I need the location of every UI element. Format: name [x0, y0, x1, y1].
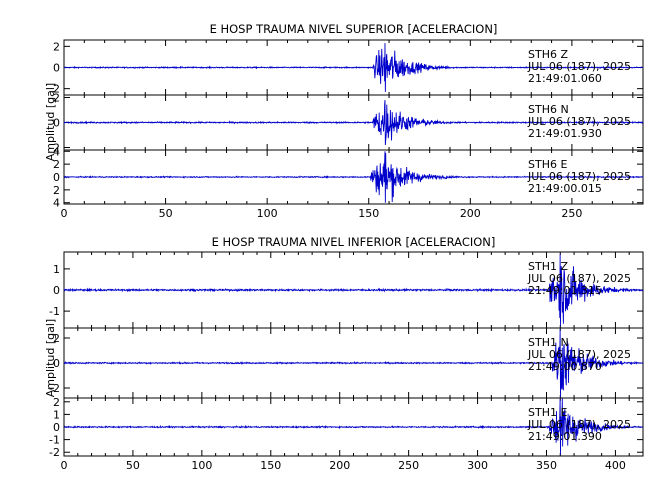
chart-title: E HOSP TRAUMA NIVEL SUPERIOR [ACELERACIO… [210, 22, 498, 36]
y-axis-label: Amplitud [gal] [44, 83, 57, 161]
station-annotation: STH6 E [528, 158, 567, 171]
station-annotation: JUL 06 (187), 2025 [527, 170, 631, 183]
station-annotation: STH1 Z [528, 260, 568, 273]
y-tick-label: 0 [53, 171, 60, 184]
y-axis-label: Amplitud [gal] [44, 319, 57, 397]
x-tick-label: 100 [257, 207, 278, 220]
chart-title: E HOSP TRAUMA NIVEL INFERIOR [ACELERACIO… [212, 235, 496, 249]
y-tick-label: -2 [49, 382, 60, 395]
x-tick-label: 0 [61, 459, 68, 472]
y-tick-label: 1 [53, 408, 60, 421]
station-annotation: 21:49:00.015 [528, 182, 602, 195]
y-tick-label: 2 [53, 92, 60, 105]
y-tick-label: 2 [53, 158, 60, 171]
x-tick-label: 150 [358, 207, 379, 220]
y-tick-label: 2 [53, 184, 60, 197]
y-tick-label: 0 [53, 357, 60, 370]
waveform-trace [63, 254, 644, 326]
station-annotation: JUL 06 (187), 2025 [527, 272, 631, 285]
station-annotation: JUL 06 (187), 2025 [527, 418, 631, 431]
waveform-trace [63, 329, 644, 397]
station-annotation: 21:49:01.930 [528, 127, 602, 140]
y-tick-label: 2 [53, 332, 60, 345]
station-annotation: JUL 06 (187), 2025 [527, 60, 631, 73]
waveform-trace [63, 43, 644, 92]
y-tick-label: 0 [53, 62, 60, 75]
y-tick-label: -1 [49, 434, 60, 447]
station-annotation: 21:49:01.060 [528, 72, 602, 85]
station-annotation: JUL 06 (187), 2025 [527, 348, 631, 361]
y-tick-label: 4 [53, 197, 60, 210]
station-annotation: STH6 N [528, 103, 569, 116]
x-tick-label: 250 [398, 459, 419, 472]
y-tick-label: 2 [53, 40, 60, 53]
x-tick-label: 200 [460, 207, 481, 220]
y-tick-label: 2 [53, 396, 60, 409]
y-tick-label: 0 [53, 117, 60, 130]
waveform-trace [63, 398, 644, 455]
x-tick-label: 150 [260, 459, 281, 472]
y-tick-label: 4 [53, 145, 60, 158]
y-tick-label: -1 [49, 305, 60, 318]
waveform-trace [63, 151, 644, 203]
station-annotation: STH1 N [528, 336, 569, 349]
figure-superior: E HOSP TRAUMA NIVEL SUPERIOR [ACELERACIO… [44, 22, 644, 220]
x-tick-label: 350 [536, 459, 557, 472]
y-tick-label: 2 [53, 142, 60, 155]
station-annotation: STH6 Z [528, 48, 568, 61]
y-tick-label: 0 [53, 421, 60, 434]
x-tick-label: 400 [605, 459, 626, 472]
station-annotation: 21:49:01.315 [528, 284, 602, 297]
x-tick-label: 0 [61, 207, 68, 220]
station-annotation: 21:49:01.390 [528, 430, 602, 443]
x-tick-label: 250 [561, 207, 582, 220]
y-tick-label: 1 [53, 263, 60, 276]
waveform-trace [63, 99, 644, 146]
x-tick-label: 50 [126, 459, 140, 472]
station-annotation: 21:49:00.870 [528, 360, 602, 373]
station-annotation: STH1 E [528, 406, 567, 419]
y-tick-label: -2 [49, 446, 60, 459]
x-tick-label: 50 [159, 207, 173, 220]
y-tick-label: 2 [53, 83, 60, 96]
figure-inferior: E HOSP TRAUMA NIVEL INFERIOR [ACELERACIO… [44, 235, 644, 472]
y-tick-label: 0 [53, 284, 60, 297]
x-tick-label: 200 [329, 459, 350, 472]
station-annotation: JUL 06 (187), 2025 [527, 115, 631, 128]
x-tick-label: 100 [191, 459, 212, 472]
x-tick-label: 300 [467, 459, 488, 472]
